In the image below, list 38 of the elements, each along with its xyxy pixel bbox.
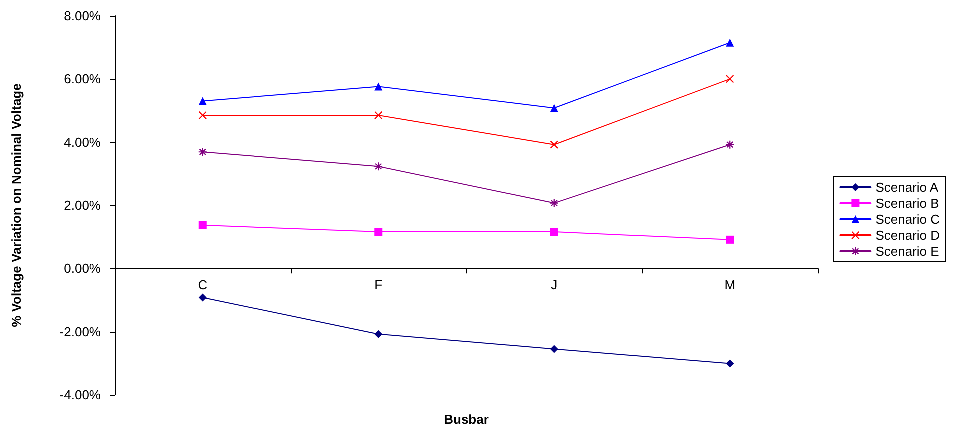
point	[726, 360, 734, 368]
x-tick-label: M	[724, 278, 736, 293]
y-tick-label: -4.00%	[60, 388, 102, 402]
legend-label: Scenario E	[876, 244, 940, 259]
point	[374, 111, 383, 120]
legend-label: Scenario C	[876, 212, 940, 227]
y-tick-label: 4.00%	[64, 134, 102, 150]
point	[726, 75, 734, 84]
point	[726, 236, 734, 244]
point	[374, 82, 383, 91]
x-axis-title: Busbar	[444, 412, 489, 427]
y-tick-label: 0.00%	[64, 261, 102, 276]
point	[550, 199, 558, 208]
legend-label: Scenario D	[876, 228, 940, 243]
legend-label: Scenario B	[876, 196, 940, 211]
x-tick-label: C	[198, 278, 208, 293]
point	[550, 104, 558, 112]
point	[550, 140, 558, 149]
point	[198, 111, 207, 120]
point	[198, 294, 207, 302]
legend-label: Scenario A	[876, 180, 939, 195]
y-axis-title: % Voltage Variation on Nominal Voltage	[9, 84, 24, 328]
point	[374, 228, 383, 236]
point	[374, 330, 383, 338]
y-tick-label: 8.00%	[64, 8, 102, 24]
point	[550, 228, 558, 236]
point	[726, 38, 734, 47]
point	[726, 140, 734, 149]
x-tick-label: J	[551, 278, 558, 293]
y-tick-label: -2.00%	[60, 324, 102, 340]
point	[198, 97, 207, 106]
y-tick-label: 2.00%	[64, 198, 102, 213]
point	[550, 345, 558, 354]
x-tick-label: F	[374, 278, 383, 293]
point	[374, 162, 383, 171]
point	[198, 221, 207, 230]
point	[198, 148, 207, 156]
y-tick-label: 6.00%	[64, 72, 102, 87]
